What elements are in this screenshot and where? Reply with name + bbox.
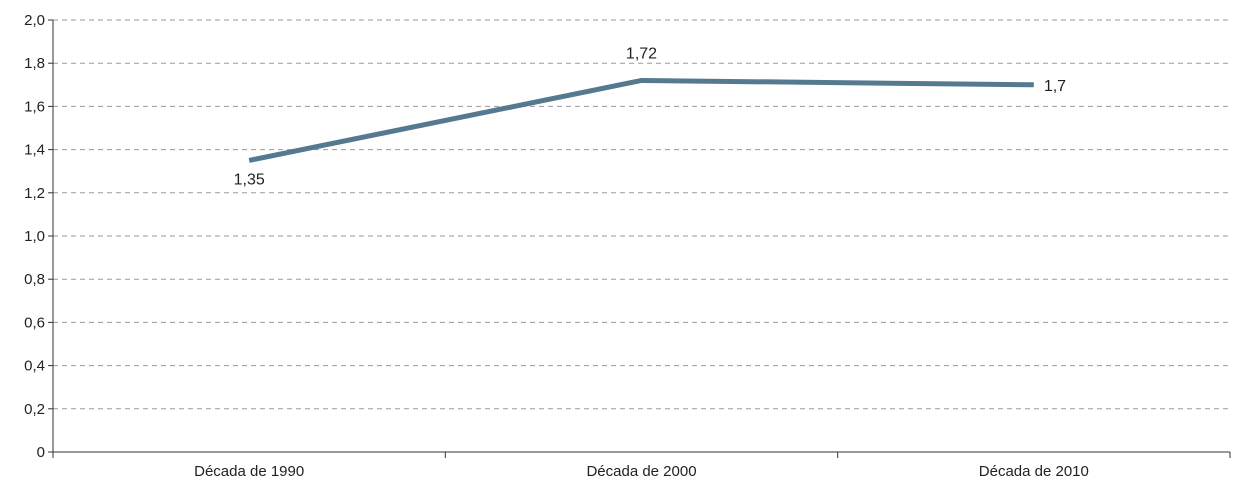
y-tick-label: 1,8 xyxy=(24,55,45,72)
y-tick-label: 1,6 xyxy=(24,98,45,115)
y-tick-label: 0,2 xyxy=(24,401,45,418)
y-tick-label: 1,2 xyxy=(24,185,45,202)
x-tick-label: Década de 2010 xyxy=(979,463,1089,480)
y-tick-label: 1,0 xyxy=(24,228,45,245)
x-axis-ticks: Década de 1990 Década de 2000 Década de 20… xyxy=(52,452,1231,480)
y-tick-label: 0,6 xyxy=(24,314,45,331)
series-line xyxy=(248,77,1034,163)
data-label: 1,72 xyxy=(626,45,657,62)
y-tick-label: 0 xyxy=(37,444,45,461)
x-tick-label: Década de 2000 xyxy=(586,463,696,480)
y-tick-label: 1,4 xyxy=(24,142,45,159)
series-group xyxy=(248,77,1034,163)
data-label: 1,7 xyxy=(1044,78,1066,95)
y-axis-ticks: 0 0,2 0,4 0,6 0,8 1,0 1,2 1,4 1,6 1,8 2,0 xyxy=(24,12,53,461)
x-tick-label: Década de 1990 xyxy=(194,463,304,480)
data-labels: 1,35 1,72 1,7 xyxy=(234,45,1067,188)
grid-lines xyxy=(53,19,1230,410)
y-tick-label: 0,8 xyxy=(24,271,45,288)
y-tick-label: 0,4 xyxy=(24,358,45,375)
y-tick-label: 2,0 xyxy=(24,12,45,29)
data-label: 1,35 xyxy=(234,171,265,188)
